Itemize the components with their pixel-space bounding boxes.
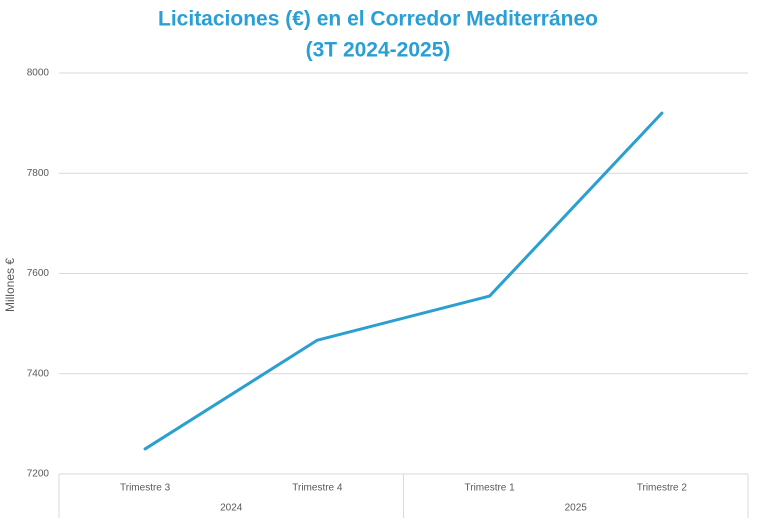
chart-title: (3T 2024-2025) [306,39,451,62]
y-tick-label: 8000 [27,68,50,79]
y-tick-label: 7400 [27,368,50,379]
y-tick-label: 7800 [27,168,50,179]
x-tick-label: Trimestre 3 [120,483,171,494]
x-tick-label: Trimestre 4 [292,483,343,494]
x-tick-label: Trimestre 2 [637,483,688,494]
chart-title: Licitaciones (€) en el Corredor Mediterr… [158,8,598,31]
x-tick-label: Trimestre 1 [465,483,516,494]
line-series [143,111,664,451]
group-label: 2025 [565,503,588,514]
group-label: 2024 [220,503,243,514]
y-tick-label: 7200 [27,469,50,480]
y-axis-label: Millones € [3,258,17,312]
y-tick-label: 7600 [27,268,50,279]
